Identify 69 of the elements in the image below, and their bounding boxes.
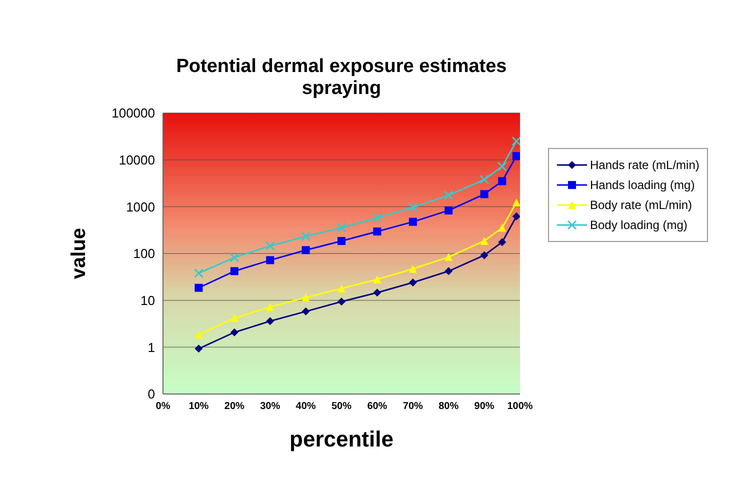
- y-tick-label: 1: [148, 340, 155, 355]
- point: [373, 275, 382, 284]
- x-tick-label: 60%: [367, 401, 388, 412]
- point: [480, 236, 488, 245]
- x-tick-label: 50%: [331, 401, 352, 412]
- point: [302, 246, 310, 254]
- point: [336, 222, 346, 232]
- point: [230, 252, 240, 262]
- point: [444, 190, 454, 200]
- x-tick-label: 70%: [402, 401, 424, 412]
- y-tick-label: 100000: [112, 106, 155, 121]
- point: [498, 238, 506, 246]
- point: [444, 253, 453, 262]
- point: [302, 293, 310, 302]
- point: [512, 212, 520, 220]
- point: [408, 218, 417, 226]
- point: [480, 190, 488, 198]
- point: [194, 268, 204, 278]
- y-tick-label: 10: [140, 292, 155, 308]
- legend-label: Body loading (mg): [590, 218, 688, 232]
- point: [194, 344, 203, 353]
- point: [338, 236, 346, 245]
- x-axis-title: percentile: [290, 426, 394, 452]
- point: [302, 307, 310, 316]
- x-tick-label: 10%: [188, 401, 209, 412]
- point: [266, 317, 274, 326]
- x-tick-label: 100%: [507, 401, 533, 412]
- point: [444, 206, 453, 214]
- point: [230, 314, 238, 322]
- x-tick-label: 30%: [260, 401, 280, 412]
- y-tick-label: 100: [133, 246, 155, 262]
- point: [230, 328, 238, 336]
- point: [498, 224, 506, 232]
- point: [408, 202, 418, 212]
- point: [480, 251, 488, 260]
- point: [266, 256, 274, 264]
- y-tick-label: 0: [148, 386, 155, 402]
- point: [301, 232, 311, 242]
- point: [512, 152, 520, 160]
- point: [408, 264, 417, 273]
- point: [498, 177, 506, 186]
- point: [480, 174, 490, 184]
- point: [338, 298, 346, 306]
- point: [338, 284, 346, 292]
- x-tick-label: 90%: [474, 401, 494, 412]
- point: [230, 267, 238, 276]
- point: [266, 303, 274, 312]
- x-tick-label: 20%: [224, 401, 245, 412]
- point: [194, 284, 203, 292]
- y-axis-title: value: [68, 228, 90, 280]
- point: [373, 227, 382, 236]
- point: [265, 241, 275, 251]
- x-tick-label: 40%: [296, 401, 316, 412]
- y-tick-label: 10000: [118, 152, 155, 168]
- x-tick-label: 0%: [156, 401, 170, 412]
- point: [497, 162, 507, 172]
- point: [512, 198, 520, 206]
- point: [512, 136, 520, 146]
- point: [194, 330, 203, 339]
- point: [408, 278, 417, 287]
- point: [444, 267, 453, 276]
- legend-label: Body rate (mL/min): [590, 198, 692, 212]
- legend-label: Hands rate (mL/min): [590, 158, 700, 172]
- point: [372, 212, 382, 222]
- legend-label: Hands loading (mg): [590, 178, 695, 192]
- y-tick-label: 1000: [126, 199, 155, 214]
- x-tick-label: 80%: [438, 401, 459, 412]
- point: [373, 288, 382, 297]
- chart-title: Potential dermal exposure estimates spraying: [175, 56, 508, 100]
